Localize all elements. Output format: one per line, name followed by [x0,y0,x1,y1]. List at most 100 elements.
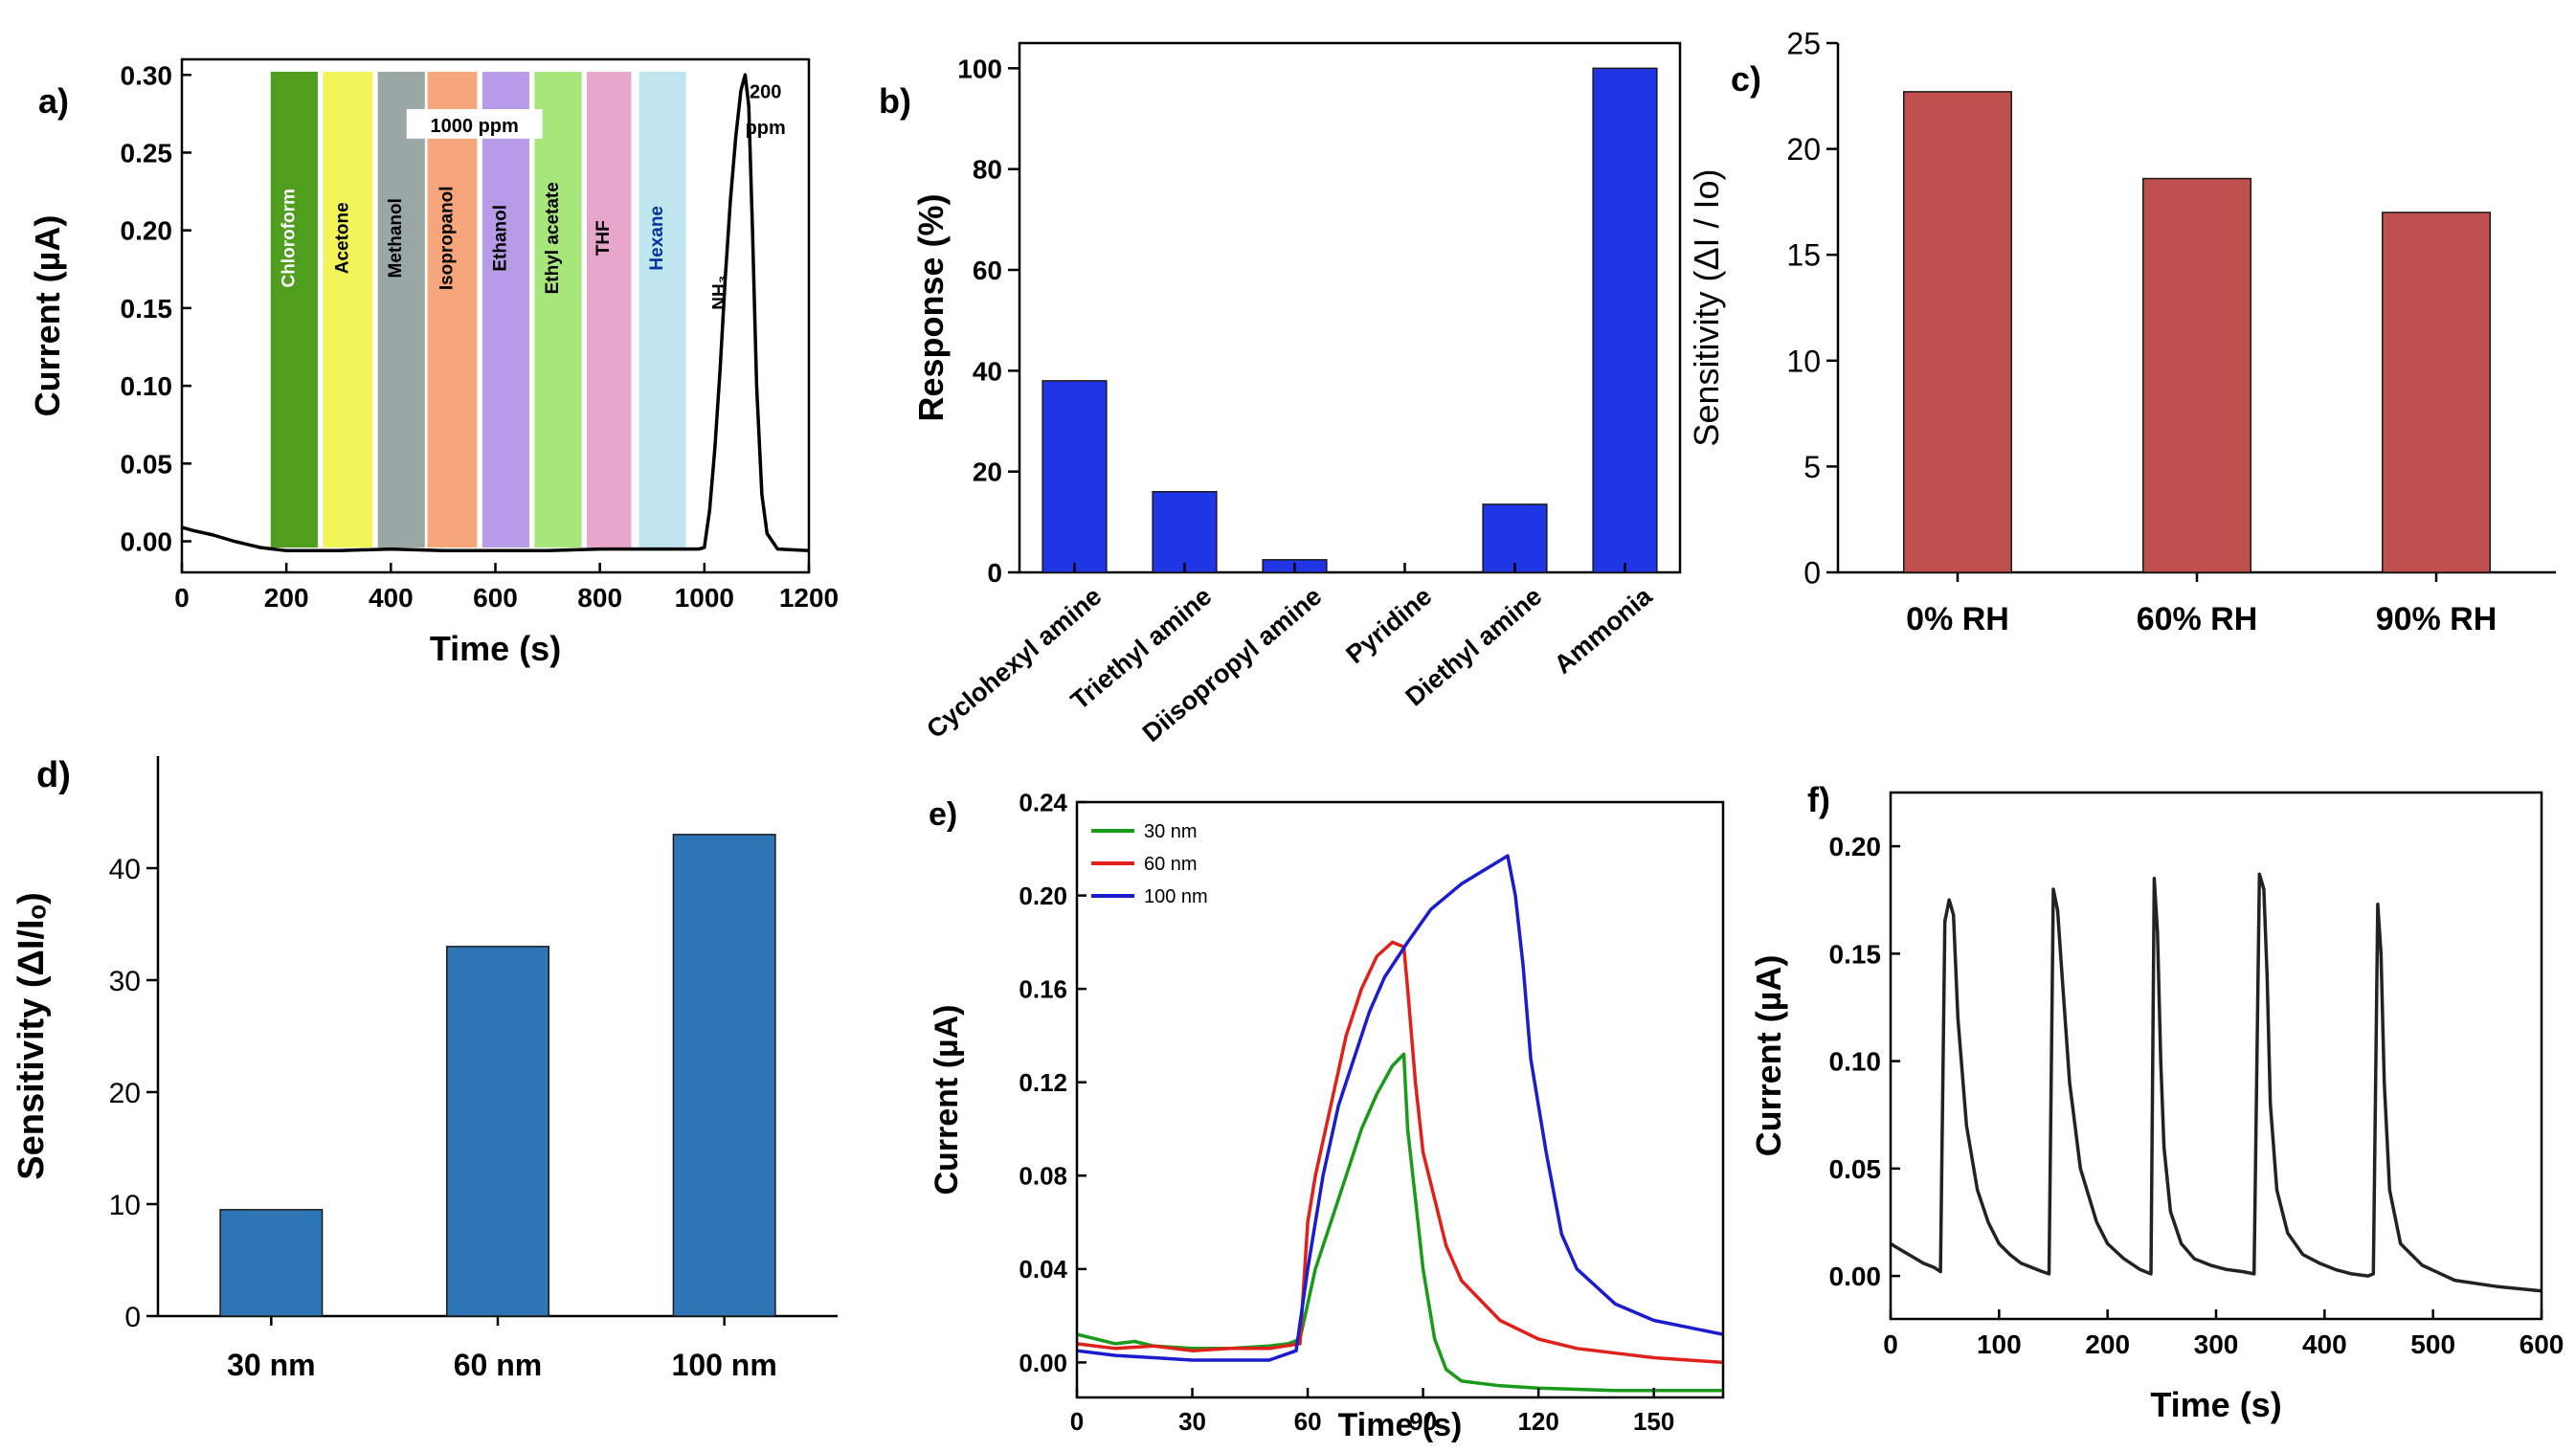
x-tick-label: 400 [2302,1329,2347,1359]
band-label: NH₃ [710,276,730,310]
x-tick-label: 120 [1517,1407,1558,1436]
y-tick-label: 0.05 [121,449,173,479]
band-label: Hexane [647,206,667,271]
band [482,71,529,548]
panel-label: a) [38,81,69,121]
bar [446,946,549,1317]
y-axis-label: Current (µA) [28,215,67,417]
x-tick-label: 90% RH [2376,601,2498,637]
x-tick-label: 200 [2085,1329,2130,1359]
y-tick-label: 40 [109,854,141,885]
panel-label: e) [929,796,957,833]
y-tick-label: 0.24 [1019,788,1067,816]
y-tick-label: 0.05 [1829,1154,1882,1184]
band-label: Ethyl acetate [543,182,563,294]
y-tick-label: 0.00 [121,527,173,557]
y-axis-label: Sensitivity (ΔI/Iₒ) [11,892,52,1180]
y-tick-label: 20 [973,458,1002,487]
y-tick-label: 0.15 [121,294,173,324]
x-tick-label: 0 [1070,1407,1084,1436]
x-axis-label: Time (s) [2150,1385,2281,1424]
panel-d: d) 30 nm 60 nm 100 nm 0 10 20 30 40 Sensitivity (… [11,755,838,1382]
x-tick-label: 800 [577,583,622,613]
x-tick-label: 100 nm [672,1348,777,1382]
band [638,71,686,548]
y-tick-label: 0.12 [1019,1068,1067,1097]
bar [672,834,776,1317]
y-tick-label: 40 [973,356,1002,386]
x-tick-label: 500 [2410,1329,2455,1359]
series-line [181,73,810,553]
x-tick-label: Pyridine [1340,582,1437,669]
band [377,71,425,548]
panel-f: f) 0 100 200 300 400 500 600 0.00 0.05 0.10 0.15 0.2… [1749,780,2564,1424]
band-label: Methanol [386,198,406,278]
y-tick-label: 0.00 [1019,1349,1067,1377]
band-label: Isopropanol [437,186,457,290]
x-tick-label: Ammonia [1549,581,1658,680]
y-tick-label: 25 [1786,27,1821,61]
panel-e: e) 30 nm 60 nm 100 nm 0 30 60 90 120 150 0.00 0.04 0… [929,788,1725,1443]
legend-label: 100 nm [1144,886,1208,907]
y-tick-label: 0 [987,558,1002,588]
x-tick-label: 90 [1409,1407,1437,1436]
band-label: THF [594,220,614,256]
legend-label: 60 nm [1144,854,1198,875]
x-tick-label: 100 [1977,1329,2022,1359]
y-tick-label: 30 [109,966,141,997]
x-tick-label: 600 [473,583,518,613]
x-tick-label: 200 [264,583,309,613]
bar [1592,67,1658,573]
x-tick-label: 60% RH [2137,601,2258,637]
x-axis-label: Time (s) [1338,1407,1463,1443]
y-tick-label: 0.20 [121,216,173,246]
axes-frame [1018,41,1682,574]
y-tick-label: 0.25 [121,139,173,168]
x-tick-label: 150 [1633,1407,1674,1436]
band-label: Chloroform [279,189,299,287]
axes-frame [1075,800,1725,1399]
annotation-box [406,108,543,139]
legend-label: 30 nm [1144,821,1198,842]
y-tick-label: 0 [124,1302,141,1333]
x-tick-label: 30 nm [227,1348,315,1382]
y-axis-label: Current (µA) [929,1004,965,1195]
annotation-text: 200 [750,82,781,103]
y-tick-label: 0.04 [1019,1255,1067,1284]
y-tick-label: 100 [957,54,1002,83]
bar [2142,177,2251,573]
band-label: Ethanol [490,205,510,272]
x-tick-label: 600 [2520,1329,2565,1359]
band [534,71,582,548]
panel-label: c) [1731,59,1761,99]
y-tick-label: 20 [1786,132,1821,167]
panel-a: a) Chloroform Acetone Methanol Isopropanol Et… [28,57,839,668]
series-line [1076,854,1724,1362]
band [270,71,318,548]
x-tick-label: Cyclohexyl amine [921,582,1107,745]
panel-label: b) [879,81,911,121]
x-tick-label: 300 [2194,1329,2239,1359]
bar [2382,212,2491,573]
x-tick-label: 0 [174,583,190,613]
band-label: Acetone [332,202,352,274]
y-tick-label: 80 [973,155,1002,185]
bar [1482,503,1548,573]
x-tick-label: 0% RH [1906,601,2009,637]
x-tick-label: 60 nm [454,1348,542,1382]
x-tick-label: 0 [1883,1329,1898,1359]
y-tick-label: 0.20 [1019,882,1067,910]
series-line [1890,872,2542,1293]
axes-frame [1889,791,2543,1321]
y-tick-label: 60 [973,256,1002,285]
bar [1903,91,2012,573]
bar [219,1209,324,1317]
x-tick-label: Diisopropyl amine [1137,582,1328,748]
x-tick-label: 60 [1294,1407,1322,1436]
bar [1042,380,1108,573]
y-tick-label: 0.10 [1829,1047,1882,1077]
band [323,71,373,548]
y-tick-label: 0.00 [1829,1262,1882,1291]
y-tick-label: 0.10 [121,371,173,401]
